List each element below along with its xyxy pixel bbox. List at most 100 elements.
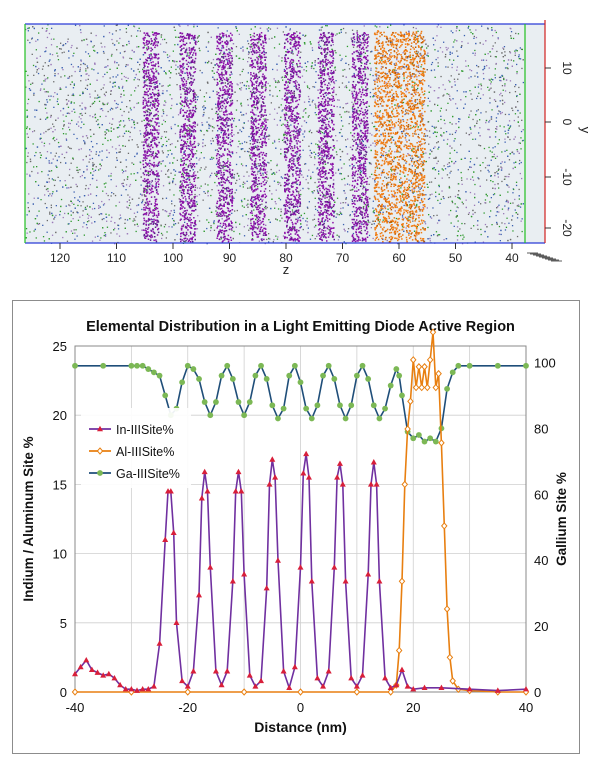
atom-dot [77,204,79,207]
atom-dot [49,213,51,215]
atom-dot [417,51,419,53]
atom-dot [219,64,221,67]
atom-dot [113,229,115,231]
atom-dot [136,122,139,124]
atom-dot [437,234,439,236]
indium-atom [157,110,159,113]
atom-dot [70,162,72,164]
atom-dot [421,198,423,200]
atom-dot [427,238,429,240]
atom-dot [382,219,384,221]
atom-dot [118,218,121,220]
indium-atom [144,135,147,137]
atom-dot [445,109,447,111]
atom-dot [433,90,436,92]
atom-dot [185,101,187,104]
atom-dot [372,207,374,209]
atom-dot [345,55,347,57]
atom-dot [343,163,345,165]
atom-dot [138,197,140,199]
atom-dot [139,64,141,66]
atom-dot [184,132,187,134]
atom-dot [72,211,74,214]
atom-dot [469,191,472,194]
atom-dot [476,110,478,112]
atom-dot [265,208,267,210]
atom-dot [286,74,288,76]
atom-dot [39,55,41,57]
atom-dot [128,40,130,43]
atom-dot [151,184,153,186]
atom-dot [110,175,112,177]
atom-dot [348,89,351,91]
atom-dot [420,187,422,189]
atom-dot [174,146,177,148]
atom-dot [290,137,292,139]
atom-dot [446,143,448,145]
atom-dot [33,94,35,96]
atom-dot [48,195,50,197]
atom-dot [319,75,322,77]
atom-dot [174,205,176,207]
atom-dot [91,177,94,180]
atom-dot [143,188,145,191]
atom-dot [37,223,39,225]
atom-dot [489,119,491,122]
atom-dot [451,66,453,69]
atom-dot [149,183,151,185]
atom-dot [222,106,225,108]
atom-dot [227,60,229,62]
atom-dot [375,75,377,77]
atom-dot [206,130,209,132]
atom-dot [420,120,422,122]
atom-dot [251,116,253,118]
atom-dot [104,234,107,236]
atom-dot [337,213,339,216]
atom-dot [385,177,388,179]
atom-dot [306,206,309,208]
atom-dot [519,93,521,95]
atom-dot [212,58,215,61]
atom-dot [395,145,398,147]
atom-dot [488,128,490,131]
atom-dot [433,69,436,71]
atom-dot [84,108,87,110]
atom-dot [115,166,117,168]
atom-dot [154,39,156,41]
atom-dot [476,120,478,122]
atom-dot [169,149,171,151]
atom-dot [310,67,313,69]
atom-dot [29,231,31,233]
atom-dot [500,169,503,171]
atom-dot [382,55,384,57]
atom-dot [97,119,99,121]
atom-dot [151,140,154,143]
atom-dot [62,186,64,188]
atom-dot [116,233,118,235]
atom-dot [518,86,520,89]
atom-dot [91,222,93,224]
atom-dot [253,209,255,211]
atom-dot [368,162,371,164]
atom-dot [484,53,486,55]
atom-dot [194,39,196,41]
atom-dot [170,128,173,130]
atom-dot [496,207,498,209]
atom-dot [219,80,221,82]
atom-dot [25,228,28,230]
atom-dot [78,116,80,118]
atom-dot [439,47,442,49]
atom-dot [283,138,285,140]
atom-dot [189,181,191,183]
atom-dot [460,158,463,160]
atom-dot [206,243,208,245]
atom-dot [279,220,281,222]
atom-dot [45,50,47,52]
atom-dot [135,230,137,233]
atom-dot [211,156,213,159]
atom-dot [170,107,172,110]
atom-dot [175,73,178,75]
atom-dot [399,181,401,183]
atom-dot [177,43,179,46]
atom-dot [164,165,167,167]
